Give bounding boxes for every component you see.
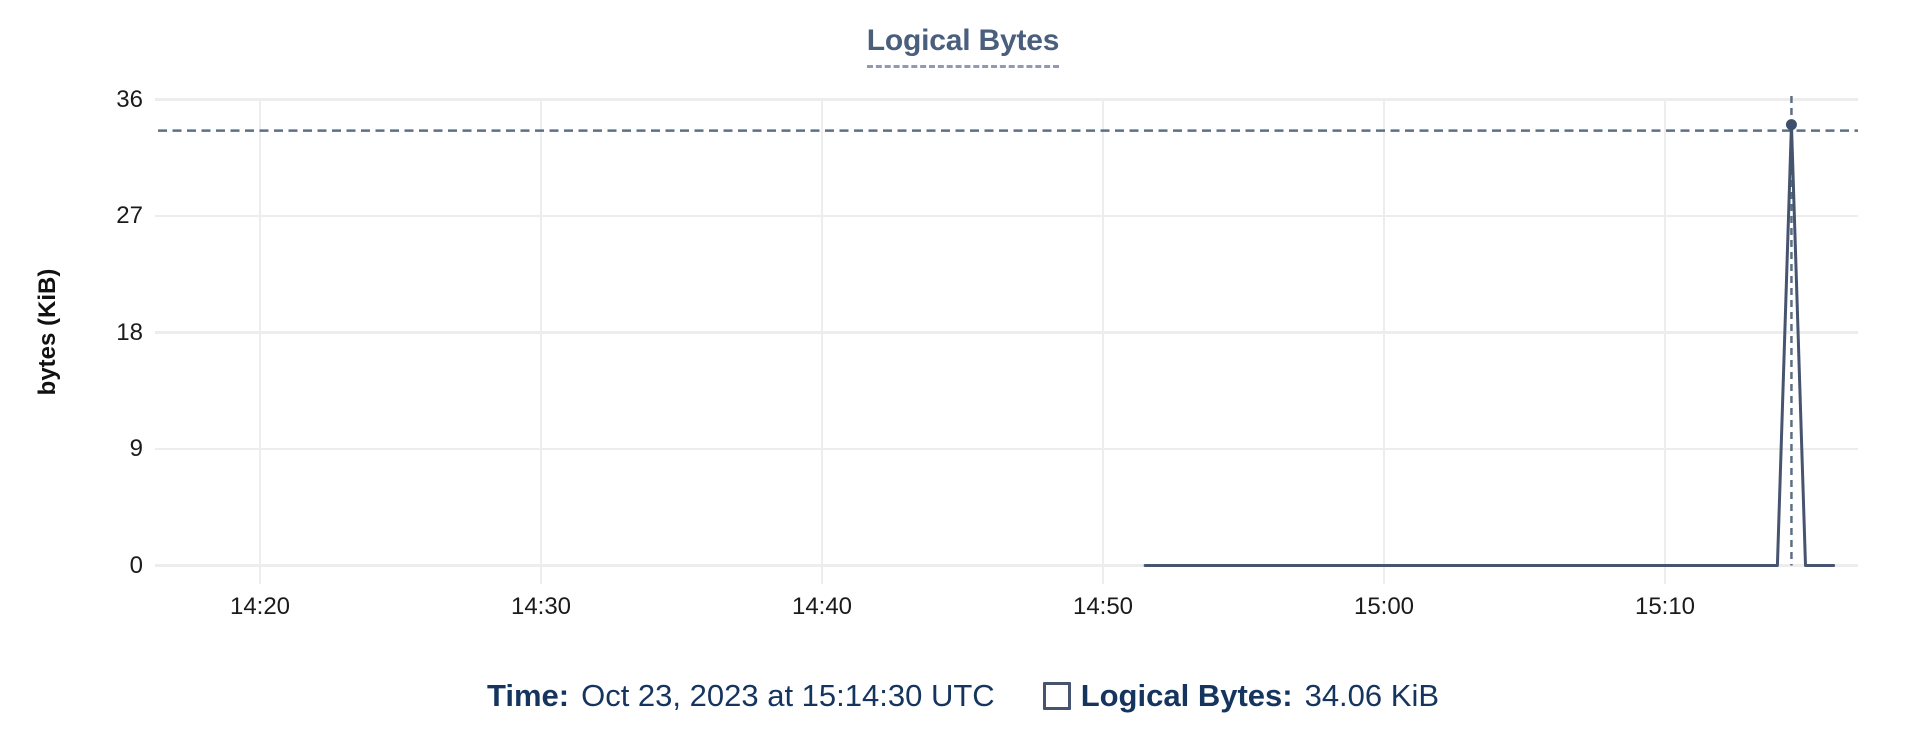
series-swatch-icon (1042, 682, 1071, 710)
y-gridline (155, 331, 1858, 334)
x-tick-label: 15:00 (1353, 593, 1415, 620)
series-line (1143, 123, 1836, 567)
chart-header: Logical Bytes (0, 24, 1926, 68)
chart-title[interactable]: Logical Bytes (866, 24, 1059, 68)
y-tick-label: 0 (129, 551, 143, 579)
x-tick-label: 15:10 (1634, 593, 1696, 620)
x-gridline (539, 99, 543, 584)
y-gridline (155, 214, 1858, 218)
time-value: Oct 23, 2023 at 15:14:30 UTC (581, 678, 995, 713)
y-gridline (155, 564, 1858, 567)
x-gridline (258, 99, 262, 584)
time-label: Time: (486, 678, 570, 713)
x-tick-label: 14:20 (229, 593, 291, 620)
x-gridline (1101, 99, 1105, 584)
y-tick-label: 18 (116, 318, 143, 346)
x-gridline (1382, 99, 1386, 584)
y-tick-label: 27 (116, 202, 143, 229)
y-gridline (155, 447, 1858, 451)
y-tick-label: 36 (116, 85, 143, 113)
x-tick-label: 14:30 (510, 593, 572, 620)
hover-readout: Time: Oct 23, 2023 at 15:14:30 UTC Logic… (0, 676, 1926, 716)
y-gridline (155, 98, 1858, 101)
y-tick-label: 9 (129, 435, 143, 462)
y-axis-title: bytes (KiB) (34, 268, 61, 396)
highlight-point (1785, 119, 1797, 131)
x-gridline (820, 99, 824, 584)
x-tick-label: 14:50 (1072, 593, 1134, 620)
series-value: 34.06 KiB (1304, 678, 1440, 713)
series-label: Logical Bytes: (1080, 678, 1293, 713)
x-tick-label: 14:40 (791, 593, 853, 620)
x-gridline (1663, 99, 1667, 584)
